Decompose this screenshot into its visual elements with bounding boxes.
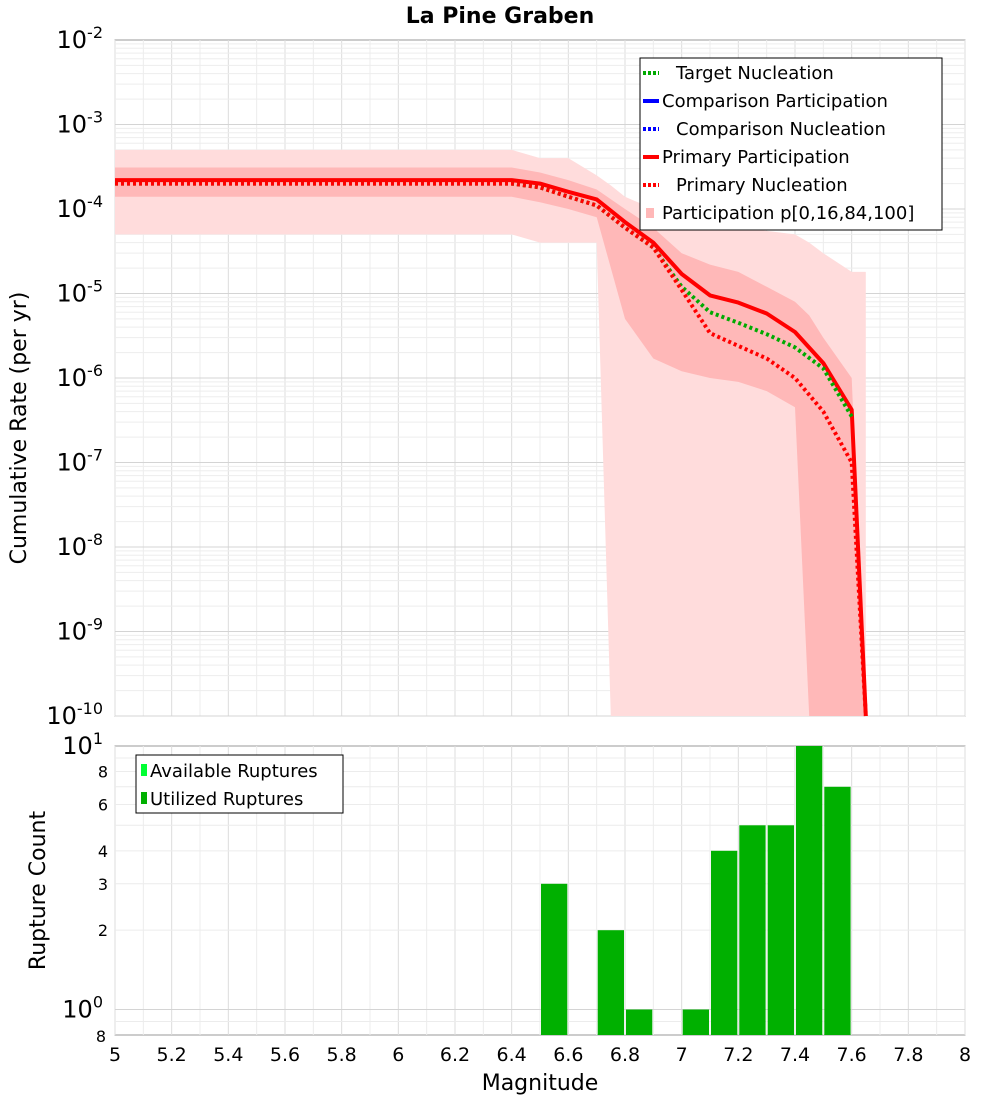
legend-label: Primary Nucleation — [676, 175, 848, 196]
count-y-tick-label: 4 — [98, 842, 108, 861]
band-1 — [115, 167, 866, 716]
x-tick-label: 6 — [392, 1044, 404, 1066]
rate-series — [115, 178, 868, 717]
rate-bands — [115, 149, 866, 716]
bar-utilized-ruptures — [597, 930, 624, 1035]
x-axis-label: Magnitude — [482, 1071, 599, 1096]
x-tick-label: 5.8 — [327, 1044, 357, 1066]
bar-utilized-ruptures — [796, 746, 823, 1035]
legend-label: Utilized Ruptures — [150, 789, 303, 810]
legend-label: Target Nucleation — [675, 63, 834, 84]
count-y-tick-label: 3 — [98, 875, 108, 894]
count-bars — [541, 746, 851, 1035]
legend-label: Primary Participation — [662, 147, 850, 168]
count-y-tick-label: 100 — [62, 992, 103, 1023]
x-tick-label: 6.2 — [440, 1044, 470, 1066]
legend-swatch — [141, 792, 147, 804]
legend-label: Comparison Participation — [662, 91, 888, 112]
x-tick-label: 7.6 — [837, 1044, 867, 1066]
legend-label: Available Ruptures — [150, 761, 318, 782]
rate-y-tick-label: 10-3 — [57, 108, 104, 139]
rate-y-tick-label: 10-8 — [57, 530, 104, 561]
rate-y-tick-label: 10-4 — [57, 192, 104, 223]
x-tick-label: 7.2 — [723, 1044, 753, 1066]
bar-utilized-ruptures — [739, 825, 766, 1035]
count-y-tick-label: 8 — [96, 1027, 106, 1046]
series-primary-participation — [115, 178, 868, 717]
legend-label: Participation p[0,16,84,100] — [662, 203, 914, 224]
series-target-nucleation — [115, 181, 854, 418]
bar-utilized-ruptures — [824, 786, 851, 1035]
x-tick-label: 5.4 — [213, 1044, 243, 1066]
x-tick-label: 7 — [676, 1044, 688, 1066]
rate-y-tick-label: 10-7 — [57, 446, 104, 477]
count-panel: 101 8 6 4 3 2 100 8 5 5.2 5.4 5.6 5.8 6 6.2 6.4 6.6 6.8 7… — [26, 729, 971, 1096]
rate-y-axis-label: Cumulative Rate (per yr) — [7, 292, 32, 565]
rate-y-tick-label: 10-9 — [57, 615, 104, 646]
x-tick-label: 6.8 — [610, 1044, 640, 1066]
count-y-ticks: 101 8 6 4 3 2 100 8 — [62, 729, 108, 1046]
rate-y-tick-label: 10-6 — [57, 361, 104, 392]
count-y-tick-label: 6 — [98, 795, 108, 814]
x-tick-label: 7.4 — [780, 1044, 810, 1066]
x-tick-label: 6.4 — [497, 1044, 527, 1066]
rate-y-tick-label: 10-5 — [57, 277, 104, 308]
rate-y-tick-label: 10-2 — [57, 23, 104, 54]
rate-y-ticks: 10-2 10-3 10-4 10-5 10-6 10-7 10-8 10-9 10-10 — [46, 23, 103, 730]
x-tick-label: 8 — [959, 1044, 971, 1066]
legend-swatch — [646, 208, 654, 218]
count-y-tick-label: 8 — [98, 763, 108, 782]
count-legend: Available Ruptures Utilized Ruptures — [135, 754, 344, 814]
legend-label: Comparison Nucleation — [676, 119, 886, 140]
bar-utilized-ruptures — [541, 883, 568, 1035]
rate-legend-box — [639, 57, 943, 231]
x-tick-label: 6.6 — [553, 1044, 583, 1066]
count-y-axis-label: Rupture Count — [26, 811, 51, 971]
chart-title: La Pine Graben — [406, 4, 595, 29]
rate-legend: Target Nucleation Comparison Participatio… — [639, 57, 943, 231]
legend-swatch — [141, 764, 147, 776]
count-y-tick-label: 101 — [62, 729, 103, 760]
bar-utilized-ruptures — [626, 1009, 653, 1035]
x-tick-label: 5.2 — [157, 1044, 187, 1066]
count-x-ticks: 5 5.2 5.4 5.6 5.8 6 6.2 6.4 6.6 6.8 7 7.2 7.4 7.6 7.8 8 — [109, 1044, 971, 1066]
x-tick-label: 5.6 — [270, 1044, 300, 1066]
bar-utilized-ruptures — [682, 1009, 709, 1035]
x-tick-label: 7.8 — [893, 1044, 923, 1066]
x-tick-label: 5 — [109, 1044, 121, 1066]
rate-panel: 10-2 10-3 10-4 10-5 10-6 10-7 10-8 10-9 10-10 Ta… — [7, 23, 966, 730]
bar-utilized-ruptures — [767, 825, 794, 1035]
count-grid — [114, 746, 966, 1035]
bar-utilized-ruptures — [711, 850, 738, 1035]
count-y-tick-label: 2 — [98, 921, 108, 940]
series-primary-nucleation — [115, 181, 868, 717]
count-legend-box — [135, 754, 344, 814]
rate-y-tick-label: 10-10 — [46, 699, 103, 730]
